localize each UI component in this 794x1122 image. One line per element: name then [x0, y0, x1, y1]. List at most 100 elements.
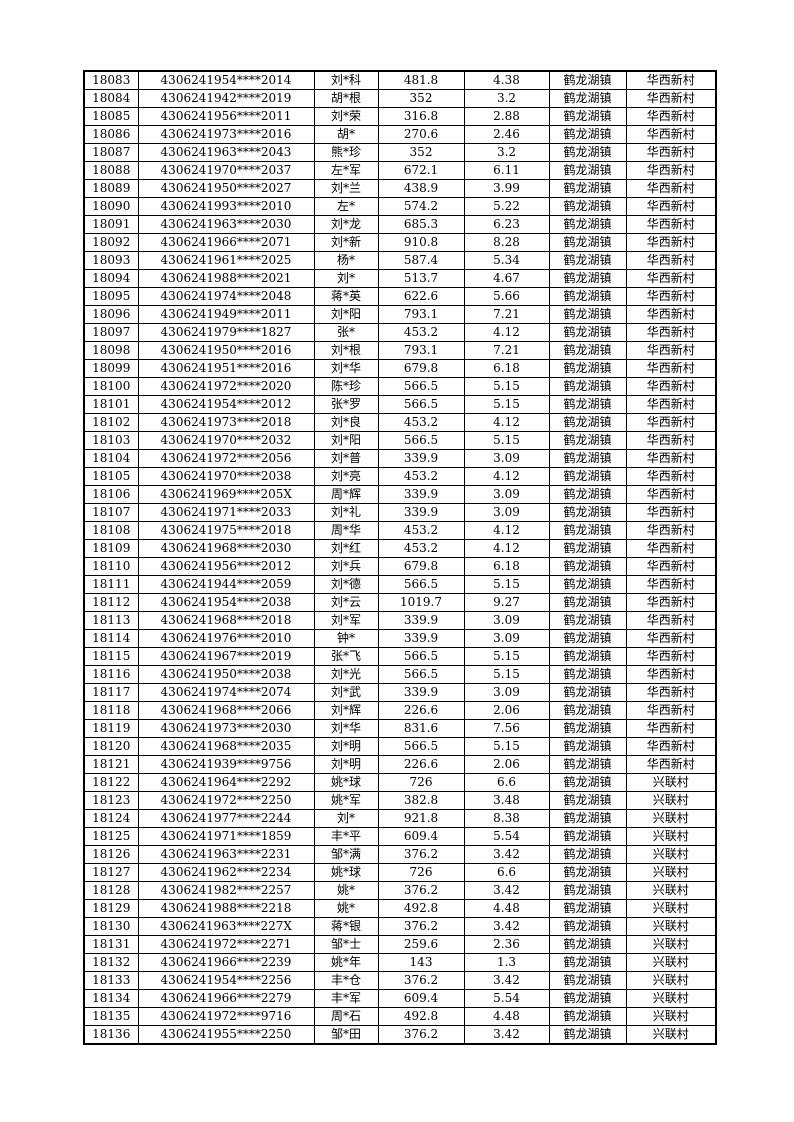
cell-village: 华西新村: [625, 737, 717, 756]
cell-serial: 18135: [83, 1007, 139, 1026]
table-row: 18120 4306241968****2035 刘*明 566.5 5.15 鹤龙湖镇华…: [83, 737, 717, 756]
cell-village: 华西新村: [625, 647, 717, 666]
table-row: 18127 4306241962****2234 姚*球 726 6.6 鹤龙湖镇 兴联村: [83, 863, 717, 882]
table-row: 18100 4306241972****2020 陈*珍 566.5 5.15 鹤龙湖镇华…: [83, 377, 717, 396]
cell-value1: 921.8: [377, 809, 465, 828]
cell-name: 姚*: [313, 899, 379, 918]
cell-serial: 18115: [83, 647, 139, 666]
cell-village: 兴联村: [625, 791, 717, 810]
cell-value2: 3.09: [463, 485, 550, 504]
cell-serial: 18098: [83, 341, 139, 360]
cell-town: 鹤龙湖镇: [548, 485, 627, 504]
cell-masked-id: 4306241944****2059: [137, 575, 315, 594]
cell-town: 鹤龙湖镇: [548, 341, 627, 360]
table-row: 18102 4306241973****2018 刘*良 453.2 4.12 鹤龙湖镇华…: [83, 413, 717, 432]
cell-masked-id: 4306241951****2016: [137, 359, 315, 378]
cell-town: 鹤龙湖镇: [548, 143, 627, 162]
cell-serial: 18123: [83, 791, 139, 810]
cell-masked-id: 4306241972****9716: [137, 1007, 315, 1026]
cell-value2: 7.21: [463, 305, 550, 324]
cell-masked-id: 4306241970****2032: [137, 431, 315, 450]
cell-masked-id: 4306241974****2074: [137, 683, 315, 702]
cell-town: 鹤龙湖镇: [548, 89, 627, 108]
cell-serial: 18099: [83, 359, 139, 378]
cell-town: 鹤龙湖镇: [548, 665, 627, 684]
cell-village: 兴联村: [625, 953, 717, 972]
cell-village: 兴联村: [625, 1025, 717, 1045]
cell-village: 华西新村: [625, 269, 717, 288]
cell-name: 刘*: [313, 269, 379, 288]
cell-masked-id: 4306241955****2250: [137, 1025, 315, 1045]
cell-village: 华西新村: [625, 143, 717, 162]
cell-name: 刘*: [313, 809, 379, 828]
cell-name: 刘*阳: [313, 305, 379, 324]
cell-town: 鹤龙湖镇: [548, 701, 627, 720]
cell-value2: 8.38: [463, 809, 550, 828]
cell-town: 鹤龙湖镇: [548, 755, 627, 774]
cell-value1: 376.2: [377, 917, 465, 936]
table-row: 18099 4306241951****2016 刘*华 679.8 6.18 鹤龙湖镇华…: [83, 359, 717, 378]
cell-masked-id: 4306241949****2011: [137, 305, 315, 324]
cell-value1: 352: [377, 143, 465, 162]
cell-serial: 18134: [83, 989, 139, 1008]
table-row: 18103 4306241970****2032 刘*阳 566.5 5.15 鹤龙湖镇华…: [83, 431, 717, 450]
cell-village: 华西新村: [625, 305, 717, 324]
cell-serial: 18124: [83, 809, 139, 828]
cell-town: 鹤龙湖镇: [548, 215, 627, 234]
cell-masked-id: 4306241963****227X: [137, 917, 315, 936]
cell-value2: 2.06: [463, 701, 550, 720]
cell-village: 华西新村: [625, 611, 717, 630]
cell-serial: 18136: [83, 1025, 139, 1045]
cell-village: 华西新村: [625, 719, 717, 738]
table-row: 18115 4306241967****2019 张*飞 566.5 5.15 鹤龙湖镇华…: [83, 647, 717, 666]
cell-town: 鹤龙湖镇: [548, 431, 627, 450]
cell-value2: 4.12: [463, 467, 550, 486]
table-row: 18121 4306241939****9756 刘*明 226.6 2.06 鹤龙湖镇华…: [83, 755, 717, 774]
cell-value1: 566.5: [377, 737, 465, 756]
cell-name: 刘*亮: [313, 467, 379, 486]
cell-village: 华西新村: [625, 125, 717, 144]
cell-value2: 3.99: [463, 179, 550, 198]
cell-name: 邹*士: [313, 935, 379, 954]
cell-masked-id: 4306241972****2020: [137, 377, 315, 396]
cell-value1: 376.2: [377, 881, 465, 900]
cell-masked-id: 4306241942****2019: [137, 89, 315, 108]
cell-value1: 339.9: [377, 449, 465, 468]
cell-value1: 481.8: [377, 70, 465, 90]
cell-town: 鹤龙湖镇: [548, 593, 627, 612]
cell-town: 鹤龙湖镇: [548, 125, 627, 144]
cell-serial: 18095: [83, 287, 139, 306]
cell-serial: 18084: [83, 89, 139, 108]
cell-value2: 4.48: [463, 1007, 550, 1026]
cell-value2: 8.28: [463, 233, 550, 252]
cell-name: 刘*兰: [313, 179, 379, 198]
cell-name: 姚*球: [313, 863, 379, 882]
cell-town: 鹤龙湖镇: [548, 269, 627, 288]
cell-village: 华西新村: [625, 431, 717, 450]
cell-value1: 453.2: [377, 323, 465, 342]
cell-value2: 5.15: [463, 431, 550, 450]
cell-serial: 18092: [83, 233, 139, 252]
cell-value1: 270.6: [377, 125, 465, 144]
table-row: 18101 4306241954****2012 张*罗 566.5 5.15 鹤龙湖镇华…: [83, 395, 717, 414]
cell-serial: 18101: [83, 395, 139, 414]
cell-masked-id: 4306241988****2218: [137, 899, 315, 918]
table-row: 18109 4306241968****2030 刘*红 453.2 4.12 鹤龙湖镇华…: [83, 539, 717, 558]
cell-village: 兴联村: [625, 899, 717, 918]
cell-value2: 6.6: [463, 773, 550, 792]
cell-name: 刘*光: [313, 665, 379, 684]
cell-name: 刘*阳: [313, 431, 379, 450]
cell-name: 刘*荣: [313, 107, 379, 126]
table-row: 18124 4306241977****2244 刘* 921.8 8.38 鹤龙湖镇 兴联…: [83, 809, 717, 828]
table-row: 18092 4306241966****2071 刘*新 910.8 8.28 鹤龙湖镇华…: [83, 233, 717, 252]
cell-name: 周*石: [313, 1007, 379, 1026]
cell-value2: 4.67: [463, 269, 550, 288]
table-row: 18096 4306241949****2011 刘*阳 793.1 7.21 鹤龙湖镇华…: [83, 305, 717, 324]
cell-value1: 513.7: [377, 269, 465, 288]
cell-town: 鹤龙湖镇: [548, 1025, 627, 1045]
cell-value2: 3.42: [463, 881, 550, 900]
cell-value1: 726: [377, 863, 465, 882]
cell-serial: 18110: [83, 557, 139, 576]
cell-village: 华西新村: [625, 179, 717, 198]
